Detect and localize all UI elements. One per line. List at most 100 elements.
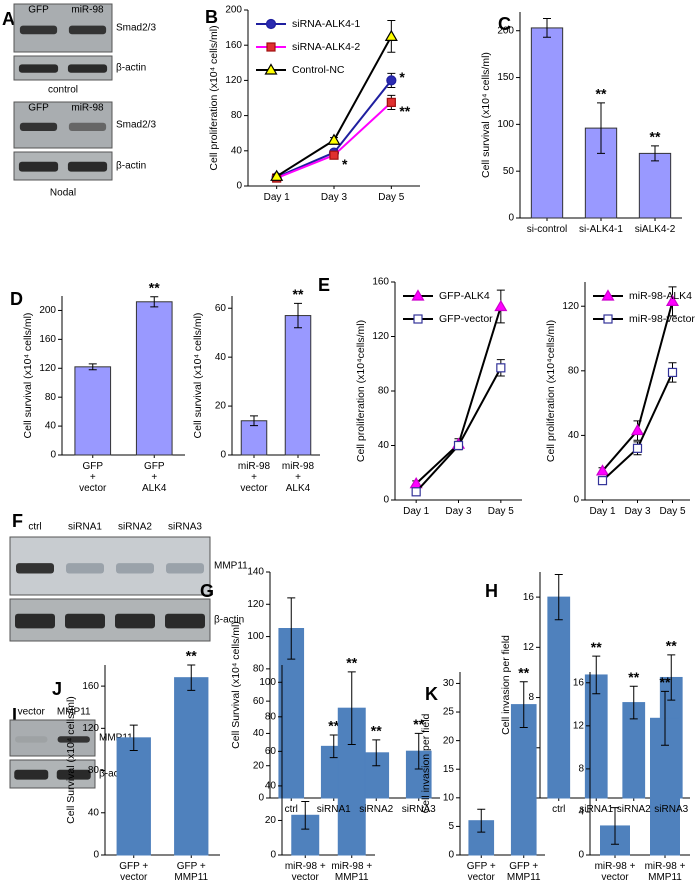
error-bar — [414, 732, 423, 770]
legend-label: miR-98-vector — [629, 313, 695, 325]
marker — [270, 169, 284, 181]
x-tick-label: GFP + vector — [79, 461, 107, 494]
annotation: * — [342, 156, 348, 172]
error-bar — [294, 302, 302, 329]
y-axis-label: Cell survival (x10⁴ cells/ml) — [192, 313, 204, 439]
bar — [638, 152, 672, 219]
x-tick-label: siRNA2 — [616, 804, 651, 815]
error-bar — [287, 597, 296, 660]
y-tick-label: 16 — [523, 592, 535, 603]
error-bar — [519, 681, 528, 728]
error-bar — [477, 808, 486, 833]
error-bar — [651, 145, 659, 162]
annotation: ** — [650, 129, 661, 145]
bar — [116, 737, 151, 856]
y-tick-label: 60 — [253, 696, 265, 707]
y-tick-label: 150 — [497, 72, 514, 83]
annotation: ** — [596, 86, 607, 102]
band-label: β-actin — [99, 769, 129, 780]
y-tick-label: 8 — [528, 692, 534, 703]
x-tick-label: miR-98 + vector — [594, 861, 636, 883]
band-label: β-actin — [116, 63, 146, 74]
y-tick-label: 20 — [265, 815, 277, 826]
y-tick-label: 160 — [82, 681, 99, 692]
blot-band — [18, 161, 59, 172]
blot-band — [15, 736, 48, 743]
annotation: ** — [628, 669, 639, 685]
panel-label: K — [425, 684, 438, 704]
y-tick-label: 40 — [265, 781, 277, 792]
legend-label: GFP-vector — [439, 313, 493, 325]
y-tick-label: 0 — [220, 450, 226, 461]
x-tick-label: Day 3 — [320, 192, 348, 203]
legend-marker — [413, 314, 423, 324]
y-tick-label: 0 — [383, 495, 389, 506]
error-bar — [150, 296, 159, 308]
x-tick-label: ctrl — [284, 804, 298, 815]
y-tick-label: 20 — [253, 760, 265, 771]
y-tick-label: 200 — [497, 25, 514, 36]
lane-label: miR-98 — [71, 103, 104, 114]
marker — [595, 464, 610, 476]
x-tick-label: Day 3 — [624, 506, 651, 517]
error-bar — [611, 807, 619, 845]
legend-marker — [264, 63, 278, 75]
y-tick-label: 160 — [39, 334, 56, 345]
error-bar — [187, 664, 196, 691]
y-tick-label: 8 — [578, 764, 584, 775]
lane-label: siRNA3 — [168, 522, 202, 533]
x-tick-label: si-control — [526, 224, 568, 235]
y-tick-label: 0 — [258, 793, 264, 804]
legend-label: miR-98-ALK4 — [629, 290, 692, 302]
error-bar — [329, 734, 338, 759]
annotation: ** — [660, 674, 671, 690]
band-label: β-actin — [116, 161, 146, 172]
error-bar — [629, 685, 638, 720]
marker — [453, 440, 464, 451]
y-axis-label: Cell survival (x10⁴ cells/ml) — [480, 52, 492, 178]
lane-label: MMP11 — [57, 707, 91, 718]
y-tick-label: 120 — [39, 363, 56, 374]
x-tick-label: miR-98 + ALK4 — [281, 461, 315, 494]
legend-marker — [603, 314, 613, 324]
y-tick-label: 100 — [259, 677, 276, 688]
marker — [327, 133, 341, 145]
marker — [411, 487, 421, 497]
annotation: * — [399, 69, 405, 85]
panel-label: J — [52, 679, 62, 699]
annotation: ** — [399, 103, 410, 119]
y-tick-label: 80 — [253, 663, 265, 674]
annotation: ** — [518, 664, 529, 680]
error-bar — [372, 739, 381, 767]
y-axis-label: Cell Survival (x10⁴ cells/ml) — [65, 696, 77, 824]
lane-label: ctrl — [28, 522, 41, 533]
legend-marker — [265, 18, 277, 30]
annotation: ** — [371, 723, 382, 739]
y-axis-label: Cell Survival (x10⁴ cells/ml) — [230, 621, 242, 749]
x-tick-label: GFP + MMP11 — [174, 861, 209, 883]
y-tick-label: 200 — [39, 305, 56, 316]
x-tick-label: GFP + MMP11 — [506, 861, 541, 883]
blot-band — [15, 613, 55, 629]
legend-label: GFP-ALK4 — [439, 290, 490, 302]
blot-band — [67, 161, 108, 172]
y-axis-label: Cell survival (x10⁴ cells/ml) — [22, 313, 34, 439]
x-tick-label: GFP + ALK4 — [142, 461, 167, 494]
x-tick-label: Day 5 — [378, 192, 405, 203]
y-tick-label: 0 — [93, 850, 99, 861]
error-bar — [250, 415, 258, 427]
bar — [547, 596, 571, 799]
blot-band — [66, 563, 104, 574]
blot-caption: control — [48, 85, 78, 96]
annotation: ** — [328, 718, 339, 734]
error-bar — [554, 574, 563, 621]
lane-label: siRNA1 — [68, 522, 102, 533]
bar — [174, 677, 209, 856]
y-tick-label: 80 — [45, 392, 57, 403]
annotation: ** — [666, 638, 677, 654]
line — [415, 306, 502, 485]
line — [415, 367, 502, 493]
x-tick-label: siRNA3 — [401, 804, 436, 815]
y-tick-label: 16 — [573, 677, 585, 688]
